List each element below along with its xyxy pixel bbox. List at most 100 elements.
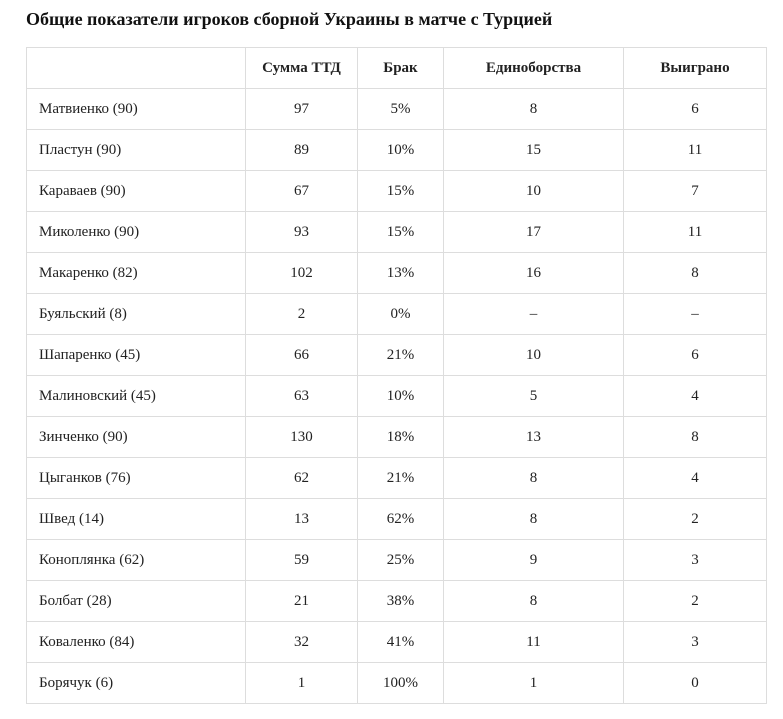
table-row: Шапаренко (45) 66 21% 10 6: [26, 334, 767, 376]
table-row: Болбат (28) 21 38% 8 2: [26, 580, 767, 622]
cell-won: 2: [623, 498, 767, 540]
cell-duels: 5: [443, 375, 624, 417]
cell-duels: 1: [443, 662, 624, 704]
table-row: Караваев (90) 67 15% 10 7: [26, 170, 767, 212]
cell-player: Швед (14): [26, 498, 246, 540]
cell-duels: 11: [443, 621, 624, 663]
cell-won: 6: [623, 88, 767, 130]
column-header-duels: Единоборства: [443, 47, 624, 89]
table-row: Буяльский (8) 2 0% – –: [26, 293, 767, 335]
cell-won: 8: [623, 416, 767, 458]
cell-sum-ttd: 62: [245, 457, 358, 499]
table-row: Борячук (6) 1 100% 1 0: [26, 662, 767, 704]
cell-brak: 100%: [357, 662, 444, 704]
cell-player: Буяльский (8): [26, 293, 246, 335]
header-row: Сумма ТТД Брак Единоборства Выиграно: [26, 47, 767, 89]
cell-won: 0: [623, 662, 767, 704]
cell-brak: 18%: [357, 416, 444, 458]
cell-player: Малиновский (45): [26, 375, 246, 417]
cell-sum-ttd: 59: [245, 539, 358, 581]
cell-won: 6: [623, 334, 767, 376]
cell-player: Коваленко (84): [26, 621, 246, 663]
cell-brak: 21%: [357, 334, 444, 376]
cell-player: Матвиенко (90): [26, 88, 246, 130]
cell-sum-ttd: 102: [245, 252, 358, 294]
table-row: Макаренко (82) 102 13% 16 8: [26, 252, 767, 294]
column-header-won: Выиграно: [623, 47, 767, 89]
cell-duels: 15: [443, 129, 624, 171]
table-row: Малиновский (45) 63 10% 5 4: [26, 375, 767, 417]
cell-brak: 25%: [357, 539, 444, 581]
cell-player: Пластун (90): [26, 129, 246, 171]
cell-player: Шапаренко (45): [26, 334, 246, 376]
cell-player: Борячук (6): [26, 662, 246, 704]
cell-won: 11: [623, 211, 767, 253]
cell-won: 7: [623, 170, 767, 212]
cell-sum-ttd: 66: [245, 334, 358, 376]
table-row: Коваленко (84) 32 41% 11 3: [26, 621, 767, 663]
cell-won: 11: [623, 129, 767, 171]
cell-sum-ttd: 63: [245, 375, 358, 417]
cell-brak: 10%: [357, 375, 444, 417]
cell-brak: 13%: [357, 252, 444, 294]
page-title: Общие показатели игроков сборной Украины…: [26, 9, 553, 29]
table-row: Цыганков (76) 62 21% 8 4: [26, 457, 767, 499]
table-row: Коноплянка (62) 59 25% 9 3: [26, 539, 767, 581]
cell-duels: 10: [443, 170, 624, 212]
cell-sum-ttd: 1: [245, 662, 358, 704]
cell-won: 3: [623, 539, 767, 581]
cell-duels: 8: [443, 457, 624, 499]
table-row: Швед (14) 13 62% 8 2: [26, 498, 767, 540]
cell-duels: 16: [443, 252, 624, 294]
cell-brak: 21%: [357, 457, 444, 499]
table-header: Сумма ТТД Брак Единоборства Выиграно: [26, 47, 767, 89]
cell-duels: –: [443, 293, 624, 335]
table-row: Миколенко (90) 93 15% 17 11: [26, 211, 767, 253]
cell-player: Цыганков (76): [26, 457, 246, 499]
cell-won: 4: [623, 457, 767, 499]
table-row: Пластун (90) 89 10% 15 11: [26, 129, 767, 171]
cell-brak: 41%: [357, 621, 444, 663]
cell-brak: 0%: [357, 293, 444, 335]
player-stats-table: Сумма ТТД Брак Единоборства Выиграно Мат…: [26, 47, 767, 704]
cell-duels: 8: [443, 88, 624, 130]
column-header-sum-ttd: Сумма ТТД: [245, 47, 358, 89]
cell-won: 3: [623, 621, 767, 663]
cell-sum-ttd: 130: [245, 416, 358, 458]
cell-won: 8: [623, 252, 767, 294]
cell-sum-ttd: 2: [245, 293, 358, 335]
cell-player: Миколенко (90): [26, 211, 246, 253]
cell-duels: 8: [443, 498, 624, 540]
cell-sum-ttd: 89: [245, 129, 358, 171]
column-header-brak: Брак: [357, 47, 444, 89]
cell-duels: 13: [443, 416, 624, 458]
cell-brak: 5%: [357, 88, 444, 130]
cell-duels: 10: [443, 334, 624, 376]
cell-won: –: [623, 293, 767, 335]
cell-player: Макаренко (82): [26, 252, 246, 294]
cell-brak: 38%: [357, 580, 444, 622]
cell-player: Зинченко (90): [26, 416, 246, 458]
cell-sum-ttd: 67: [245, 170, 358, 212]
cell-won: 2: [623, 580, 767, 622]
cell-brak: 15%: [357, 170, 444, 212]
cell-player: Коноплянка (62): [26, 539, 246, 581]
cell-brak: 62%: [357, 498, 444, 540]
column-header-player: [26, 47, 246, 89]
table-row: Матвиенко (90) 97 5% 8 6: [26, 88, 767, 130]
cell-player: Караваев (90): [26, 170, 246, 212]
article-content: Общие показатели игроков сборной Украины…: [26, 9, 767, 704]
cell-won: 4: [623, 375, 767, 417]
table-body: Матвиенко (90) 97 5% 8 6 Пластун (90) 89 10% 15 1…: [26, 88, 767, 704]
cell-sum-ttd: 13: [245, 498, 358, 540]
cell-sum-ttd: 21: [245, 580, 358, 622]
cell-player: Болбат (28): [26, 580, 246, 622]
cell-brak: 15%: [357, 211, 444, 253]
table-row: Зинченко (90) 130 18% 13 8: [26, 416, 767, 458]
cell-duels: 17: [443, 211, 624, 253]
cell-sum-ttd: 32: [245, 621, 358, 663]
cell-duels: 8: [443, 580, 624, 622]
cell-brak: 10%: [357, 129, 444, 171]
cell-sum-ttd: 97: [245, 88, 358, 130]
cell-sum-ttd: 93: [245, 211, 358, 253]
